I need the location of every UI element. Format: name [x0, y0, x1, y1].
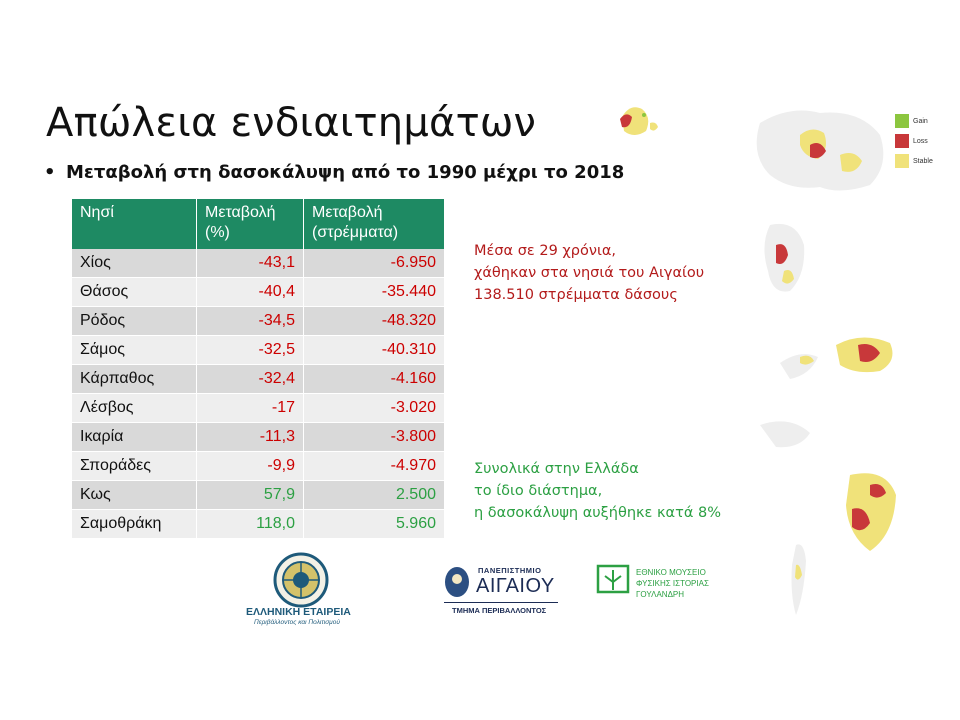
map-island-samos: [780, 337, 893, 379]
table-row: Χίος -43,1 -6.950: [72, 249, 444, 278]
museum-emblem-icon: [596, 564, 630, 594]
cell-island: Σαμοθράκη: [72, 509, 197, 539]
table-row: Ρόδος -34,5 -48.320: [72, 306, 444, 336]
cell-change-area: 2.500: [303, 480, 444, 510]
cell-island: Κως: [72, 480, 197, 510]
cell-island: Θάσος: [72, 277, 197, 307]
cell-change-percent: -32,4: [196, 364, 304, 394]
society-subtitle: Περιβάλλοντος και Πολιτισμού: [254, 619, 340, 626]
header-island: Νησί: [72, 199, 197, 249]
greece-gain-note: Συνολικά στην Ελλάδα το ίδιο διάστημα, η…: [474, 461, 722, 521]
partner-logos: ΕΛΛΗΝΙΚΗ ΕΤΑΙΡΕΙΑ Περιβάλλοντος και Πολι…: [220, 548, 740, 630]
legend-swatch: [895, 134, 909, 148]
bullet-point: • Μεταβολή στη δασοκάλυψη από το 1990 μέχ…: [44, 162, 624, 183]
table-row: Θάσος -40,4 -35.440: [72, 277, 444, 307]
cell-change-percent: -9,9: [196, 451, 304, 481]
cell-change-percent: -40,4: [196, 277, 304, 307]
museum-name-line1: ΕΘΝΙΚΟ ΜΟΥΣΕΙΟ: [636, 568, 706, 577]
header-change-percent: Μεταβολή (%): [196, 199, 304, 249]
map-island-karpathos: [791, 544, 806, 615]
cell-change-percent: -32,5: [196, 335, 304, 365]
cell-change-area: -35.440: [303, 277, 444, 307]
society-name: ΕΛΛΗΝΙΚΗ ΕΤΑΙΡΕΙΑ: [246, 606, 351, 618]
cell-change-area: -48.320: [303, 306, 444, 336]
cell-change-percent: 118,0: [196, 509, 304, 539]
cell-change-area: -4.970: [303, 451, 444, 481]
legend-swatch: [895, 114, 909, 128]
cell-change-percent: 57,9: [196, 480, 304, 510]
cell-change-area: -3.800: [303, 422, 444, 452]
cell-change-area: -6.950: [303, 249, 444, 278]
cell-change-percent: -11,3: [196, 422, 304, 452]
table-row: Σποράδες -9,9 -4.970: [72, 451, 444, 481]
university-name: ΑΙΓΑΙΟΥ: [476, 575, 555, 597]
bullet-dot-icon: •: [44, 162, 56, 183]
museum-name-line3: ΓΟΥΛΑΝΔΡΗ: [636, 590, 685, 599]
cell-change-area: -3.020: [303, 393, 444, 423]
bullet-text: Μεταβολή στη δασοκάλυψη από το 1990 μέχρ…: [66, 162, 625, 183]
legend-item: Gain: [895, 114, 933, 128]
table-row: Κως 57,9 2.500: [72, 480, 444, 510]
legend-label: Gain: [913, 117, 928, 125]
map-legend: Gain Loss Stable: [895, 114, 933, 174]
legend-label: Stable: [913, 157, 933, 165]
table-row: Λέσβος -17 -3.020: [72, 393, 444, 423]
table-header-row: Νησί Μεταβολή (%) Μεταβολή (στρέμματα): [72, 199, 444, 249]
cell-island: Ικαρία: [72, 422, 197, 452]
society-emblem-icon: [273, 552, 329, 608]
map-island-chios: [764, 223, 805, 292]
legend-item: Stable: [895, 154, 933, 168]
cell-change-percent: -34,5: [196, 306, 304, 336]
table-row: Σαμοθράκη 118,0 5.960: [72, 509, 444, 539]
map-island-rodos: [760, 421, 896, 551]
cell-change-area: -40.310: [303, 335, 444, 365]
aegean-loss-note: Μέσα σε 29 χρόνια, χάθηκαν στα νησιά του…: [474, 243, 705, 303]
island-maps-illustration: [620, 107, 896, 615]
cell-island: Σάμος: [72, 335, 197, 365]
table-row: Ικαρία -11,3 -3.800: [72, 422, 444, 452]
university-department: ΤΜΗΜΑ ΠΕΡΙΒΑΛΛΟΝΤΟΣ: [452, 606, 547, 615]
slide-title: Απώλεια ενδιαιτημάτων: [46, 100, 537, 146]
forest-change-table: Νησί Μεταβολή (%) Μεταβολή (στρέμματα) Χίο…: [72, 199, 444, 539]
legend-label: Loss: [913, 137, 928, 145]
cell-island: Λέσβος: [72, 393, 197, 423]
legend-swatch: [895, 154, 909, 168]
legend-item: Loss: [895, 134, 933, 148]
map-island-small: [620, 107, 658, 135]
university-emblem-icon: [445, 567, 469, 597]
cell-island: Σποράδες: [72, 451, 197, 481]
cell-island: Κάρπαθος: [72, 364, 197, 394]
header-change-area: Μεταβολή (στρέμματα): [303, 199, 444, 249]
cell-change-area: 5.960: [303, 509, 444, 539]
map-island-lesvos: [756, 110, 884, 191]
cell-change-percent: -43,1: [196, 249, 304, 278]
cell-change-percent: -17: [196, 393, 304, 423]
university-label: ΠΑΝΕΠΙΣΤΗΜΙΟ: [478, 566, 542, 575]
table-row: Κάρπαθος -32,4 -4.160: [72, 364, 444, 394]
cell-island: Ρόδος: [72, 306, 197, 336]
cell-change-area: -4.160: [303, 364, 444, 394]
table-row: Σάμος -32,5 -40.310: [72, 335, 444, 365]
museum-name-line2: ΦΥΣΙΚΗΣ ΙΣΤΟΡΙΑΣ: [636, 579, 709, 588]
cell-island: Χίος: [72, 249, 197, 278]
